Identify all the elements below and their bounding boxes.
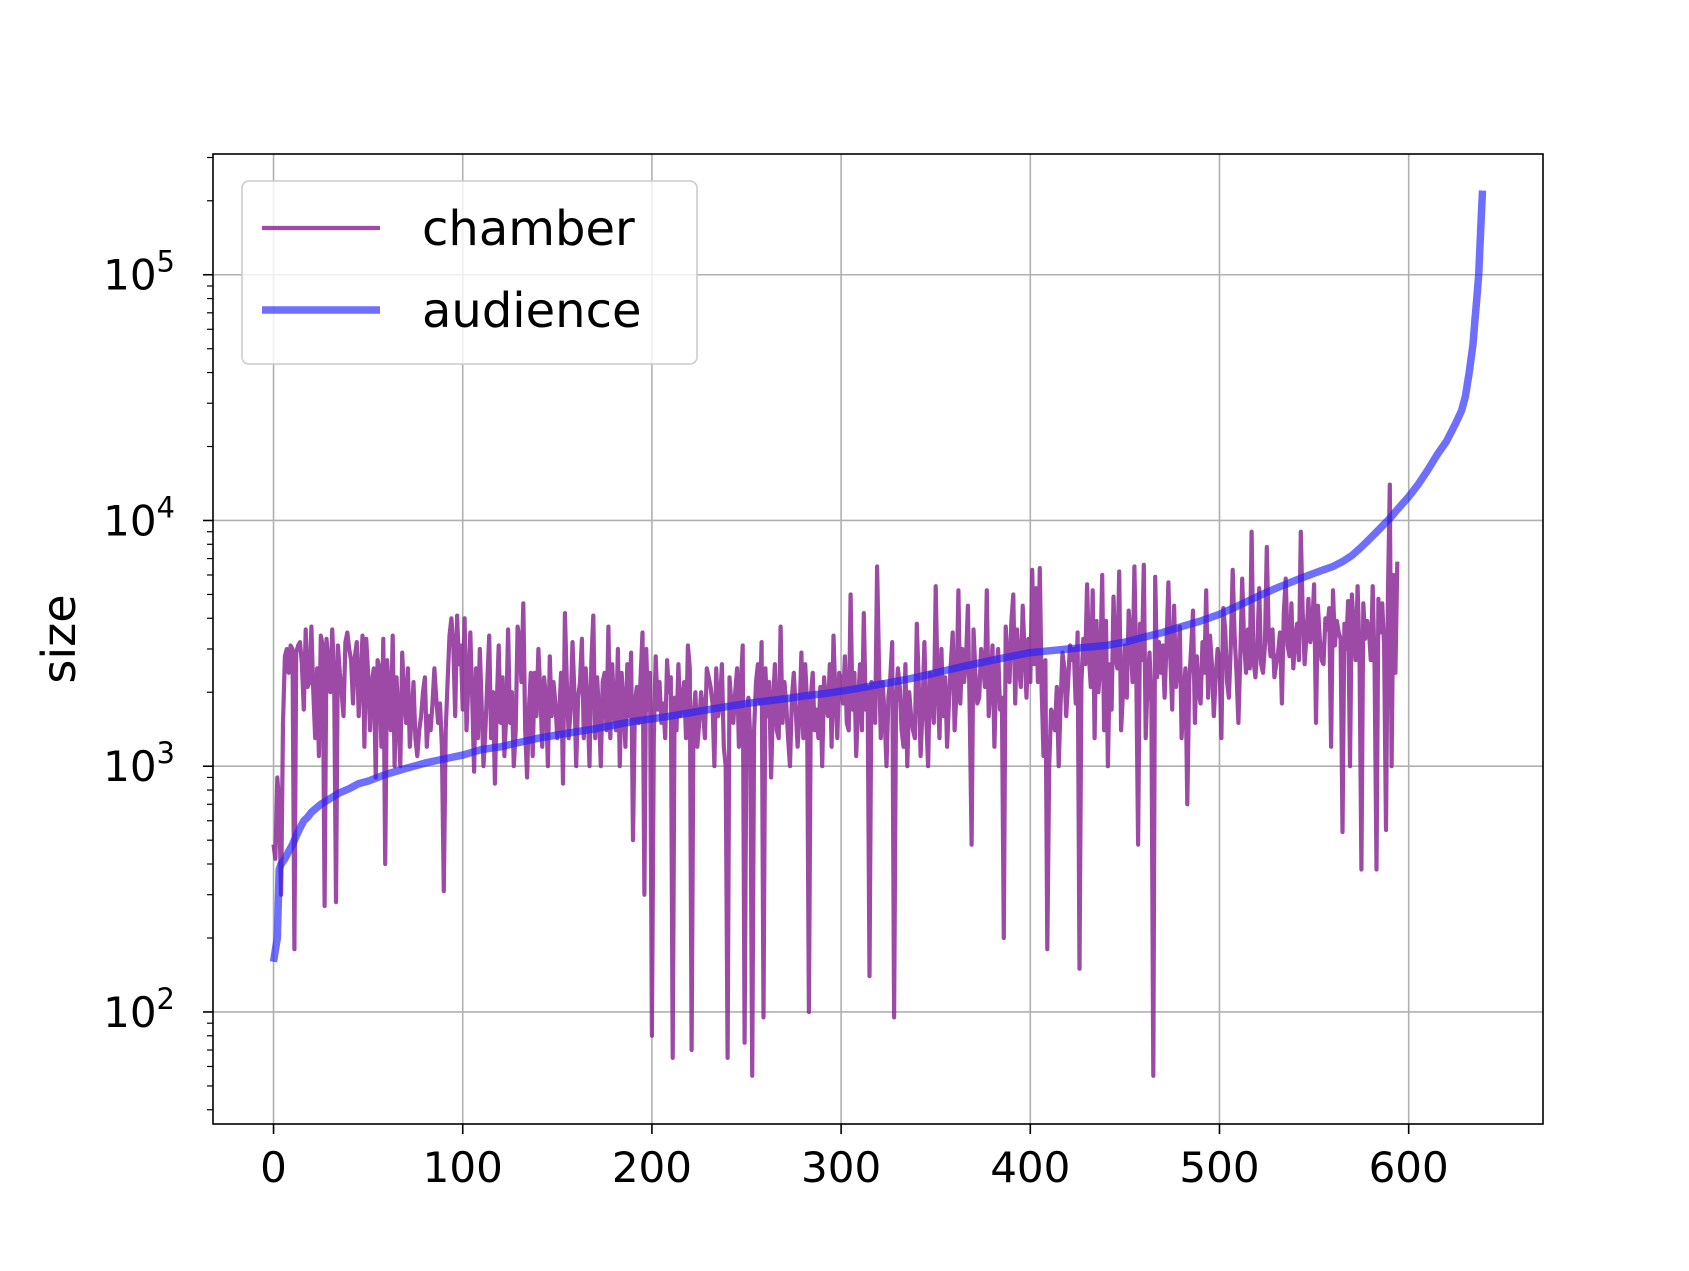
y-tick-label: 102 (103, 982, 175, 1037)
x-tick-label: 400 (990, 1143, 1070, 1192)
x-tick-label: 500 (1179, 1143, 1259, 1192)
legend-label-audience: audience (422, 283, 642, 339)
y-tick-label: 104 (103, 490, 175, 545)
y-tick-exponent: 4 (157, 490, 175, 524)
x-tick-label: 600 (1369, 1143, 1449, 1192)
y-tick-label: 103 (103, 736, 175, 791)
legend: chamber audience (241, 180, 698, 365)
series-layer (269, 190, 1487, 1078)
y-axis-label: size (32, 594, 86, 683)
y-tick-exponent: 3 (157, 736, 175, 770)
x-tick-label: 300 (801, 1143, 881, 1192)
series-line-chamber (271, 482, 1400, 1078)
x-tick-label: 200 (612, 1143, 692, 1192)
plot-frame (212, 153, 1544, 1125)
x-tick-label: 0 (260, 1143, 287, 1192)
x-tick-label: 100 (423, 1143, 503, 1192)
y-tick-label: 105 (103, 245, 175, 300)
y-tick-exponent: 5 (157, 245, 175, 279)
series-line-audience (269, 190, 1487, 963)
y-tick-exponent: 2 (157, 982, 175, 1016)
legend-label-chamber: chamber (422, 201, 635, 257)
tick-layer: 0 100 200 300 400 500 600 102 103 104 105 (103, 156, 1449, 1192)
